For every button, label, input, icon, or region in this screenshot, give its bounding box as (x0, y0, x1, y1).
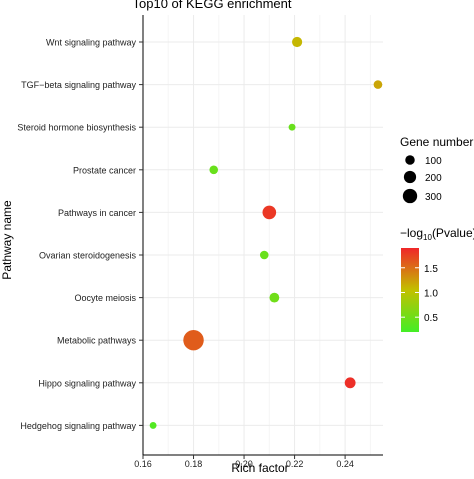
y-tick-label: Prostate cancer (73, 165, 136, 175)
plot-panel (143, 15, 383, 455)
x-tick-label: 0.20 (235, 459, 253, 469)
data-point (209, 165, 219, 175)
x-tick-label: 0.16 (134, 459, 152, 469)
y-axis-label: Pathway name (0, 200, 14, 280)
y-tick-label: Oocyte meiosis (74, 293, 136, 303)
data-point (269, 292, 280, 303)
size-legend-label: 300 (425, 192, 442, 203)
color-legend-gradient-bar (401, 248, 419, 332)
chart-title: Top10 of KEGG enrichment (133, 0, 292, 11)
y-tick-label: Hippo signaling pathway (38, 378, 136, 388)
axes (139, 15, 383, 459)
y-tick-label: Metabolic pathways (57, 336, 137, 346)
size-legend: Gene number 100 200 300 (400, 135, 473, 204)
data-point (259, 250, 269, 260)
x-axis-label: Rich factor (231, 461, 288, 474)
x-tick-label: 0.22 (286, 459, 304, 469)
x-tick-labels: 0.16 0.18 0.20 0.22 0.24 (134, 459, 354, 469)
color-legend: −log10(Pvalue) 0.5 1.0 1.5 (400, 226, 474, 332)
data-points (149, 36, 383, 429)
x-tick-label: 0.24 (336, 459, 354, 469)
x-tick-label: 0.18 (185, 459, 203, 469)
y-tick-label: Steroid hormone biosynthesis (17, 123, 136, 133)
color-legend-title-sub: 10 (423, 233, 432, 242)
size-legend-label: 200 (425, 173, 442, 184)
size-legend-title: Gene number (400, 135, 473, 149)
y-tick-labels: Wnt signaling pathway TGF−beta signaling … (17, 38, 136, 431)
data-point (183, 329, 204, 351)
y-tick-label: Ovarian steroidogenesis (39, 251, 137, 261)
size-legend-label: 100 (425, 156, 442, 167)
y-tick-label: Pathways in cancer (58, 208, 136, 218)
color-legend-label: 1.5 (424, 264, 438, 275)
data-point (344, 377, 356, 389)
size-legend-dot (402, 188, 418, 204)
color-legend-label: 0.5 (424, 313, 438, 324)
data-point (288, 123, 296, 131)
color-legend-title-rest: (Pvalue) (432, 226, 474, 240)
data-point (262, 205, 277, 220)
color-legend-label: 1.0 (424, 288, 438, 299)
size-legend-dot (403, 170, 417, 184)
grid-lines (142, 15, 383, 455)
color-legend-title-main: −log (400, 226, 423, 240)
color-legend-title: −log10(Pvalue) (400, 226, 474, 242)
y-tick-label: Wnt signaling pathway (46, 38, 137, 48)
y-tick-label: TGF−beta signaling pathway (21, 80, 136, 90)
size-legend-dot (405, 155, 415, 165)
y-tick-label: Hedgehog signaling pathway (20, 421, 136, 431)
data-point (149, 421, 157, 429)
data-point (292, 36, 303, 48)
data-point (373, 80, 383, 89)
